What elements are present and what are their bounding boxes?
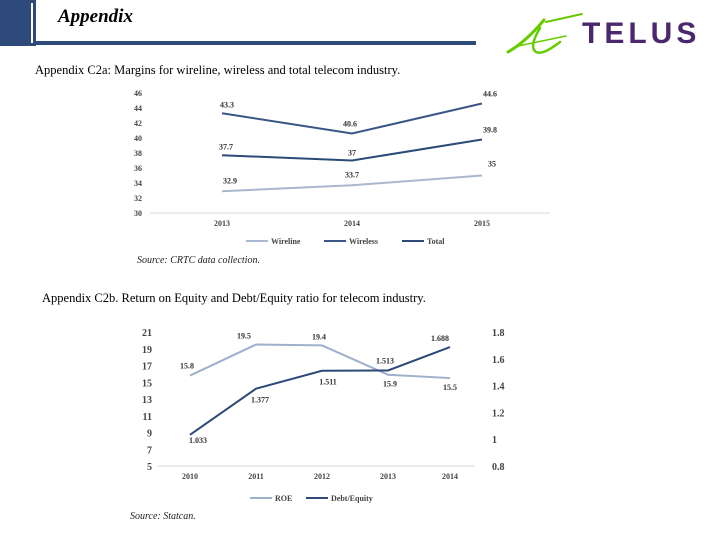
y-left-tick-label: 13: [142, 395, 152, 406]
data-label-roe: 19.4: [312, 332, 326, 341]
y-left-tick-label: 9: [147, 429, 152, 440]
series-line-total: [221, 138, 483, 162]
data-label-wireline: 35: [488, 160, 496, 169]
data-label-roe: 15.9: [383, 380, 397, 389]
y-right-tick-label: 1.4: [492, 382, 505, 393]
data-label-total: 37.7: [219, 142, 233, 151]
y-tick-label: 30: [134, 209, 142, 218]
series-line-wireline: [221, 174, 483, 193]
data-label-roe: 19.5: [237, 332, 251, 341]
y-left-tick-label: 7: [147, 445, 152, 456]
header-rule: [36, 41, 476, 45]
data-label-wireline: 33.7: [345, 170, 359, 179]
y-tick-label: 38: [134, 149, 142, 158]
data-label-wireless: 40.6: [343, 120, 357, 129]
y-right-tick-label: 0.8: [492, 462, 505, 473]
x-tick-label: 2014: [344, 219, 360, 228]
y-right-tick-label: 1.6: [492, 355, 505, 366]
data-label-roe: 15.8: [180, 362, 194, 371]
y-right-tick-label: 1.8: [492, 328, 505, 339]
x-tick-label: 2014: [442, 472, 458, 481]
telus-logo: TELUS: [506, 13, 700, 54]
x-tick-label: 2013: [214, 219, 230, 228]
x-tick-label: 2013: [380, 472, 396, 481]
data-label-roe: 15.5: [443, 383, 457, 392]
y-left-tick-label: 17: [142, 362, 152, 373]
y-tick-label: 44: [134, 104, 142, 113]
data-label-debtequity: 1.511: [319, 378, 337, 387]
data-label-debtequity: 1.513: [376, 356, 394, 365]
legend-label-debtequity: Debt/Equity: [331, 494, 373, 503]
series-line-wireless: [221, 102, 483, 135]
chart-b-caption: Appendix C2b. Return on Equity and Debt/…: [42, 291, 426, 305]
series-line-debtequity: [189, 346, 451, 436]
y-tick-label: 42: [134, 119, 142, 128]
series-line-roe: [189, 343, 451, 380]
y-tick-label: 32: [134, 194, 142, 203]
legend-label-wireless: Wireless: [349, 237, 378, 246]
telus-swoosh-icon: [506, 13, 583, 54]
y-left-tick-label: 19: [142, 345, 152, 356]
data-label-wireless: 43.3: [220, 100, 234, 109]
chart-a-caption: Appendix C2a: Margins for wireline, wire…: [35, 63, 401, 77]
legend-label-roe: ROE: [275, 494, 292, 503]
telus-wordmark: TELUS: [582, 17, 700, 50]
y-right-tick-label: 1: [492, 435, 497, 446]
x-tick-label: 2015: [474, 219, 490, 228]
chart-b-source: Source: Statcan.: [130, 511, 196, 522]
y-tick-label: 36: [134, 164, 142, 173]
x-tick-label: 2012: [314, 472, 330, 481]
legend-label-wireline: Wireline: [271, 237, 301, 246]
page-title: Appendix: [58, 6, 133, 27]
data-label-debtequity: 1.377: [251, 396, 269, 405]
header-accent-box: [0, 0, 36, 46]
legend-label-total: Total: [427, 237, 445, 246]
y-right-tick-label: 1.2: [492, 408, 505, 419]
chart-a-source: Source: CRTC data collection.: [137, 255, 260, 266]
y-left-tick-label: 15: [142, 378, 152, 389]
y-tick-label: 46: [134, 89, 142, 98]
chart-b-roe-debt-equity: 5 7 9 11 13 15 17 19 21 0.8 1 1.2 1.4 1.6 1.8 2010 2011 2…: [142, 328, 505, 503]
x-tick-label: 2011: [248, 472, 264, 481]
y-left-tick-label: 21: [142, 328, 152, 339]
y-tick-label: 40: [134, 134, 142, 143]
data-label-wireline: 32.9: [223, 176, 237, 185]
data-label-wireless: 44.6: [483, 90, 497, 99]
data-label-debtequity: 1.688: [431, 334, 449, 343]
chart-a-margins: 30 32 34 36 38 40 42 44 46 2013 2014 2015 32.9 33.7 35…: [134, 89, 550, 246]
y-left-tick-label: 5: [147, 462, 152, 473]
y-left-tick-label: 11: [143, 412, 152, 423]
x-tick-label: 2010: [182, 472, 198, 481]
data-label-debtequity: 1.033: [189, 436, 207, 445]
data-label-total: 39.8: [483, 126, 497, 135]
data-label-total: 37: [348, 149, 356, 158]
y-tick-label: 34: [134, 179, 142, 188]
